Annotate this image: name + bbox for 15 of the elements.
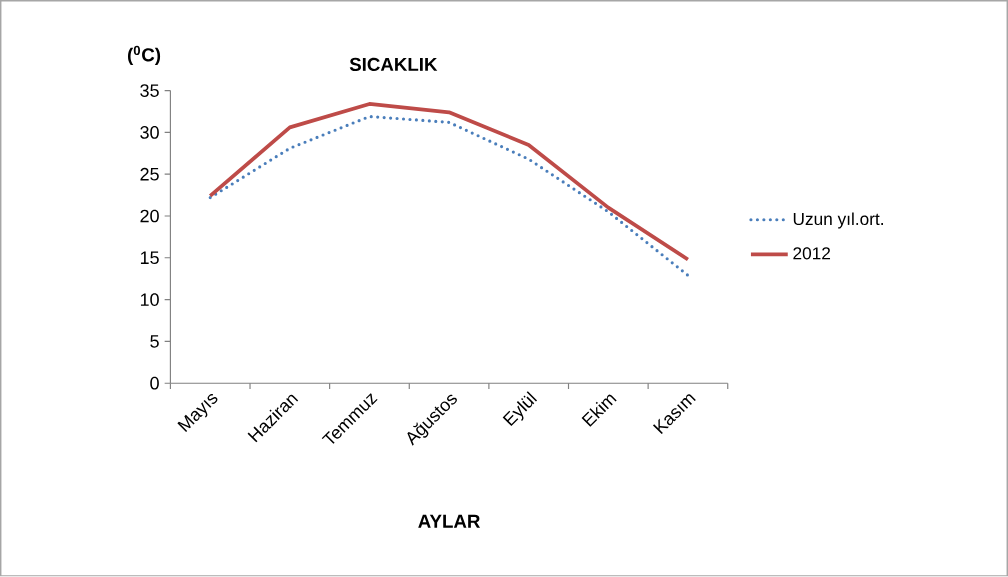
- y-tick-label: 20: [140, 209, 159, 223]
- x-axis-title: AYLAR: [418, 515, 481, 528]
- chart-title: SICAKLIK: [349, 57, 438, 72]
- y-tick-label: 25: [140, 168, 159, 181]
- y-tick-label: 15: [140, 251, 159, 265]
- line-series: [208, 102, 690, 262]
- y-tick-label: 0: [150, 377, 159, 390]
- legend-label: Uzun yıl.ort.: [793, 212, 883, 229]
- y-axis-title: ($^{0}$C): [127, 46, 161, 66]
- y-tick-label: 5: [150, 335, 159, 348]
- y-tick-label: 30: [140, 126, 159, 139]
- line-series: [208, 115, 690, 278]
- y-tick-label: 35: [140, 84, 159, 98]
- y-tick-label: 10: [140, 293, 159, 307]
- legend-label: 2012: [793, 247, 831, 260]
